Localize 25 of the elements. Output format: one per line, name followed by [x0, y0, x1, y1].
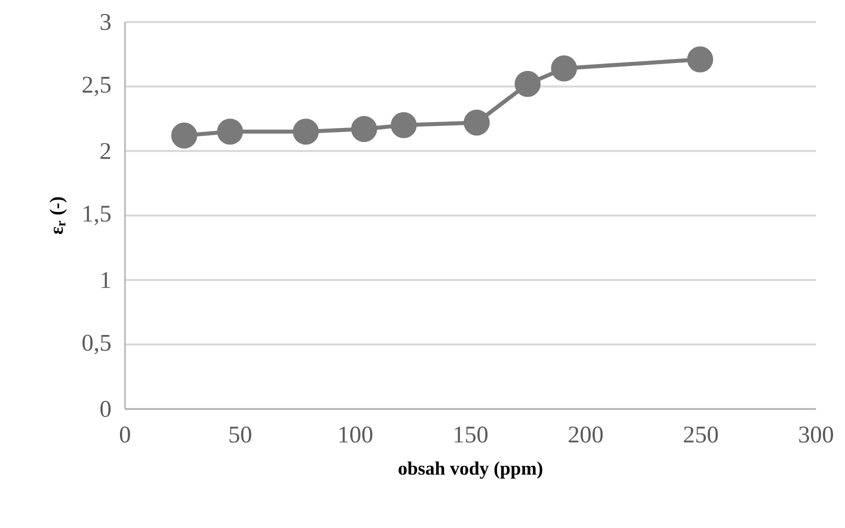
point [390, 112, 417, 138]
y-tick-label: 3 [100, 14, 111, 30]
x-tick-label: 100 [340, 426, 372, 443]
x-axis-title: obsah vody (ppm) [398, 461, 542, 479]
y-tick-label: 2,5 [82, 76, 111, 96]
point [551, 55, 578, 82]
point [687, 46, 714, 72]
x-tick-label: 150 [454, 426, 488, 443]
y-tick-label: 1,5 [84, 206, 111, 226]
point [464, 110, 490, 136]
x-tick-label: 50 [230, 426, 252, 443]
x-tick-label: 0 [120, 426, 130, 443]
point [514, 70, 541, 97]
x-tick-label: 300 [799, 426, 834, 443]
y-tick-label: 1 [102, 272, 110, 288]
y-axis-title: ε$_{r}$ (-) [50, 197, 67, 234]
x-tick-label: 250 [684, 426, 718, 443]
point [351, 116, 378, 142]
x-tick-label: 200 [568, 426, 603, 443]
point [171, 122, 198, 149]
y-tick-label: 0,5 [82, 334, 111, 354]
point [217, 118, 244, 145]
y-tick-label: 2 [100, 143, 110, 159]
point [292, 118, 319, 145]
y-tick-label: 0 [100, 400, 111, 418]
